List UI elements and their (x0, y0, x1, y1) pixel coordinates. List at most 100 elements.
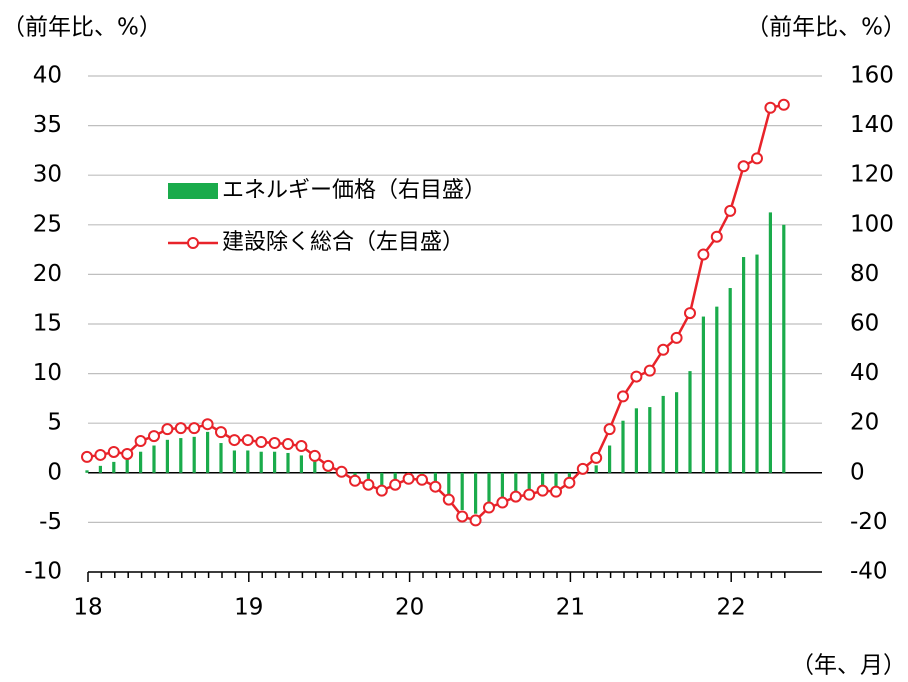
bar (514, 472, 518, 493)
marker (684, 307, 696, 320)
bar (299, 455, 303, 473)
marker (442, 493, 455, 506)
marker (483, 501, 495, 514)
marker (148, 430, 160, 443)
marker (670, 331, 683, 344)
marker (563, 476, 576, 489)
y2-tick-label: 80 (850, 261, 879, 287)
bar (152, 445, 156, 473)
marker (777, 98, 790, 111)
y2-tick-label: 40 (850, 360, 879, 386)
marker (215, 426, 227, 439)
marker (295, 440, 308, 453)
y-tick-label: -10 (24, 559, 62, 585)
bar (380, 472, 384, 489)
marker (751, 152, 763, 165)
bar (661, 395, 665, 473)
marker (402, 472, 415, 485)
bar (541, 472, 545, 487)
marker (241, 434, 254, 447)
marker (416, 473, 428, 486)
y2-tick-label: 100 (850, 211, 894, 237)
marker (657, 343, 670, 356)
bar (206, 431, 210, 473)
marker (617, 390, 629, 403)
x-tick-label: 18 (73, 595, 102, 621)
bar (232, 450, 236, 473)
bar (192, 436, 196, 473)
marker (349, 474, 361, 487)
marker (710, 230, 723, 243)
marker (107, 445, 120, 458)
bar (648, 407, 652, 473)
marker (362, 478, 375, 491)
marker (308, 449, 321, 462)
marker (576, 462, 589, 475)
marker (509, 490, 522, 503)
y2-tick-label: 160 (850, 63, 894, 89)
marker (456, 510, 469, 523)
marker (375, 484, 388, 497)
y2-tick-label: 120 (850, 162, 894, 188)
bar (567, 472, 571, 481)
right-axis-label: （前年比、%） (746, 15, 906, 41)
bar (433, 472, 437, 486)
y2-tick-label: 20 (850, 410, 879, 436)
bar (273, 451, 277, 473)
bar (621, 420, 625, 473)
bar (139, 451, 143, 473)
y-tick-label: 35 (33, 112, 62, 138)
marker (322, 459, 335, 472)
y-tick-label: 20 (33, 261, 62, 287)
bar (366, 472, 370, 483)
bar (112, 461, 116, 473)
marker (335, 465, 348, 478)
bar (768, 212, 772, 473)
marker (268, 437, 281, 450)
marker (282, 438, 294, 451)
y-tick-label: 10 (33, 360, 62, 386)
x-axis-label: （年、月） (791, 653, 906, 679)
bar (460, 472, 464, 510)
bar (608, 445, 612, 473)
marker (94, 448, 107, 461)
marker (523, 488, 536, 501)
bar (688, 371, 692, 473)
y-tick-label: 0 (47, 459, 62, 485)
bar (742, 257, 746, 473)
marker (590, 451, 603, 464)
line (86, 103, 785, 522)
y-tick-label: 30 (33, 162, 62, 188)
bar (125, 458, 129, 473)
x-tick-label: 21 (556, 595, 585, 621)
legend-label: 建設除く総合（左目盛） (222, 230, 464, 255)
marker (429, 480, 442, 493)
marker (496, 496, 509, 509)
marker (550, 485, 562, 498)
y2-tick-label: 60 (850, 311, 879, 337)
y-tick-label: 40 (33, 63, 62, 89)
y2-tick-label: 0 (850, 459, 865, 485)
bar (393, 472, 397, 484)
marker (121, 447, 134, 460)
marker (201, 418, 214, 431)
marker (188, 422, 201, 435)
marker (536, 484, 549, 497)
marker (255, 436, 268, 449)
legend-label: エネルギー価格（右目盛） (222, 178, 486, 203)
bar (675, 392, 679, 473)
marker (134, 435, 147, 448)
marker (81, 450, 93, 463)
bar (447, 472, 451, 496)
y2-tick-label: -40 (850, 559, 888, 585)
bar (554, 472, 558, 488)
bar (701, 316, 705, 473)
bar (313, 461, 317, 473)
bar (219, 443, 223, 473)
marker (764, 101, 777, 114)
marker (469, 514, 482, 527)
bar (728, 288, 732, 473)
bar (85, 470, 89, 473)
bar (286, 452, 290, 473)
marker (630, 370, 643, 383)
